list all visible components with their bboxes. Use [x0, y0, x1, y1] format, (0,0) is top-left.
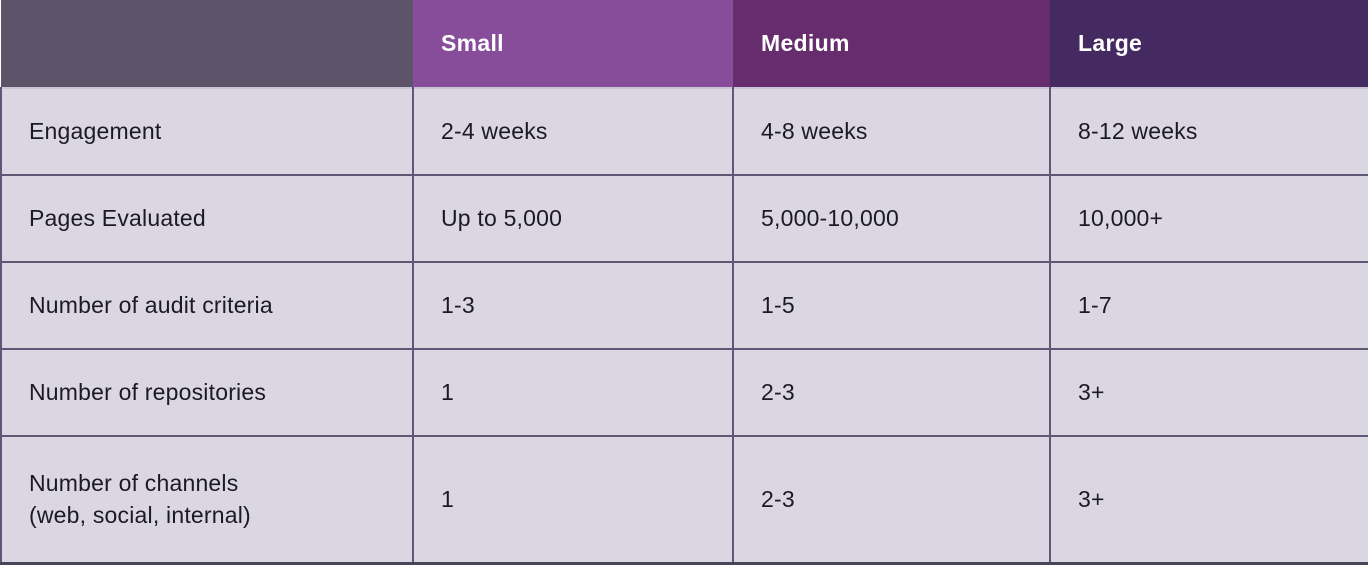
- data-cell: 3+: [1049, 435, 1368, 565]
- table-row-repositories: Number of repositories 1 2-3 3+: [0, 348, 1368, 437]
- data-cell: 1: [412, 348, 734, 437]
- data-cell: 1-7: [1049, 261, 1368, 350]
- table-row-audit-criteria: Number of audit criteria 1-3 1-5 1-7: [0, 261, 1368, 350]
- data-cell: 10,000+: [1049, 174, 1368, 263]
- table-row-channels: Number of channels (web, social, interna…: [0, 435, 1368, 565]
- data-cell: 3+: [1049, 348, 1368, 437]
- table-header-row: Small Medium Large: [1, 0, 1368, 88]
- column-header-medium: Medium: [733, 0, 1050, 88]
- data-cell: 2-3: [732, 348, 1051, 437]
- column-header-large: Large: [1050, 0, 1368, 88]
- data-cell: 2-3: [732, 435, 1051, 565]
- row-header-cell: Number of channels (web, social, interna…: [0, 435, 414, 565]
- data-cell: 1: [412, 435, 734, 565]
- data-cell: 1-5: [732, 261, 1051, 350]
- row-header-cell: Pages Evaluated: [0, 174, 414, 263]
- column-header-blank: [1, 0, 413, 88]
- data-cell: 4-8 weeks: [732, 87, 1051, 176]
- table-row-pages-evaluated: Pages Evaluated Up to 5,000 5,000-10,000…: [0, 174, 1368, 263]
- row-header-cell: Number of repositories: [0, 348, 414, 437]
- data-cell: 1-3: [412, 261, 734, 350]
- data-cell: 2-4 weeks: [412, 87, 734, 176]
- table-row-engagement: Engagement 2-4 weeks 4-8 weeks 8-12 week…: [0, 87, 1368, 176]
- data-cell: Up to 5,000: [412, 174, 734, 263]
- row-header-cell: Engagement: [0, 87, 414, 176]
- data-cell: 5,000-10,000: [732, 174, 1051, 263]
- row-header-cell: Number of audit criteria: [0, 261, 414, 350]
- data-cell: 8-12 weeks: [1049, 87, 1368, 176]
- column-header-small: Small: [413, 0, 733, 88]
